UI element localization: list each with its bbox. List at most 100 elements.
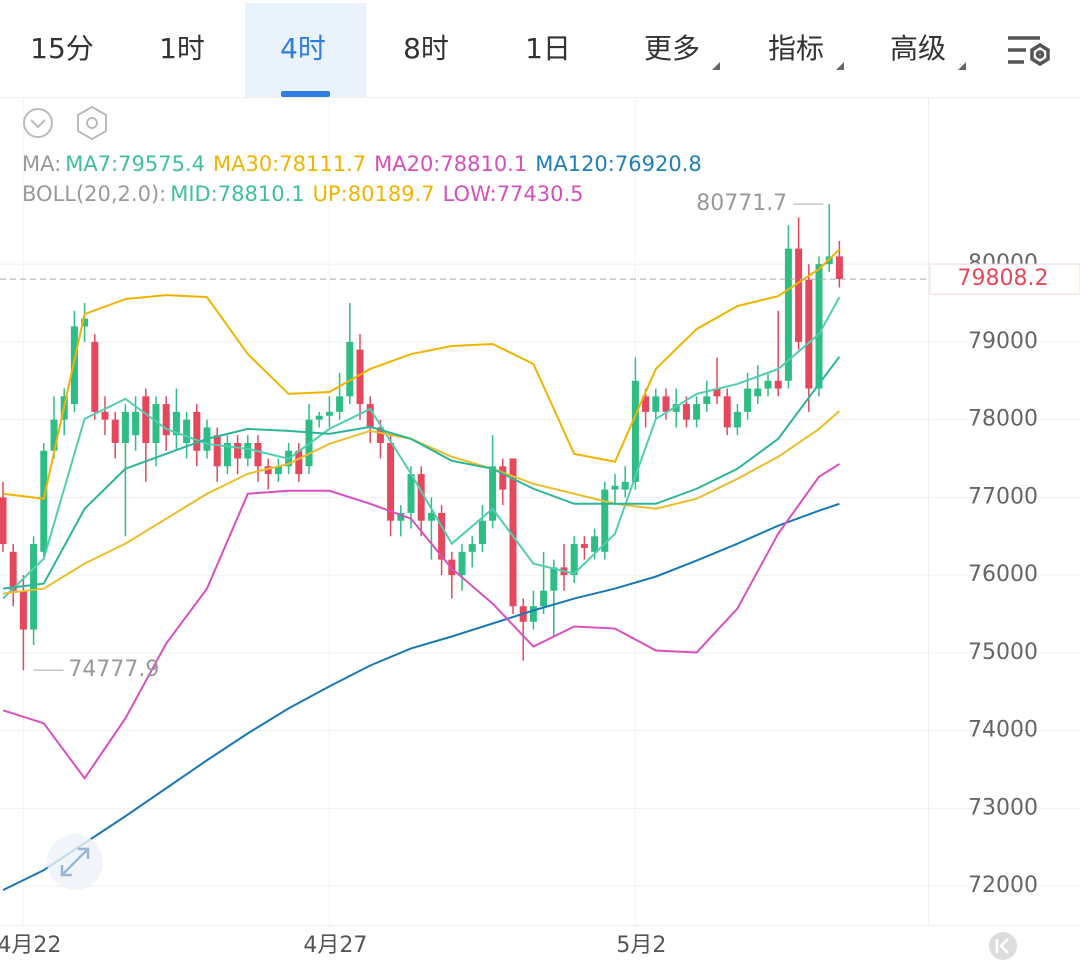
- candle-body: [30, 544, 38, 630]
- candle-body: [795, 248, 803, 342]
- dropdown-caret: [958, 62, 966, 70]
- candle-body: [223, 442, 231, 467]
- candle-body: [315, 415, 323, 420]
- candle-body: [142, 396, 150, 443]
- candle-body: [213, 435, 221, 467]
- y-tick-label: 78000: [968, 407, 1038, 432]
- candle-body: [805, 279, 813, 389]
- candle-body: [346, 341, 354, 397]
- tab-label[interactable]: 8时: [403, 32, 449, 65]
- candle-body: [662, 396, 670, 412]
- candle-body: [754, 388, 762, 397]
- candle-body: [132, 411, 140, 436]
- legend-name: MID:: [170, 182, 218, 206]
- candle-body: [570, 544, 578, 576]
- legend-value: 78810.1: [440, 152, 527, 176]
- candle-body: [19, 590, 27, 630]
- candle-body: [40, 450, 48, 552]
- y-tick-label: 72000: [968, 873, 1038, 898]
- settings-icon[interactable]: [1008, 36, 1050, 67]
- candle-body: [427, 512, 435, 521]
- candle-body: [723, 396, 731, 428]
- candle-body: [774, 380, 782, 389]
- legend-value: 80189.7: [348, 182, 435, 206]
- candle-body: [121, 411, 129, 443]
- candle-body: [70, 326, 78, 405]
- dropdown-caret: [712, 62, 720, 70]
- candle-body: [458, 551, 466, 576]
- candle-body: [336, 396, 344, 412]
- candle-body: [356, 349, 364, 405]
- x-tick-label: 5月2: [616, 933, 666, 958]
- y-tick-label: 76000: [968, 562, 1038, 587]
- collapse-icon[interactable]: [23, 108, 53, 138]
- y-tick-label: 79000: [968, 329, 1038, 354]
- candle-body: [183, 419, 191, 443]
- expand-icon[interactable]: [47, 834, 103, 890]
- indicator-line: [2, 296, 841, 600]
- candle-body: [101, 411, 109, 420]
- y-tick-label: 77000: [968, 484, 1038, 509]
- candle-body: [611, 485, 619, 490]
- candle-body: [682, 404, 690, 420]
- legend-value: 78111.7: [279, 152, 366, 176]
- legend-name: MA20:: [374, 152, 440, 176]
- candle-body: [376, 427, 384, 443]
- candle-body: [580, 544, 588, 548]
- candle-body: [234, 442, 242, 459]
- legend-value: 76920.8: [615, 152, 702, 176]
- candle-body: [540, 590, 548, 607]
- legend-title: BOLL(20,2.0):: [22, 182, 166, 206]
- candle-body: [295, 450, 303, 475]
- legend-title: MA:: [22, 152, 61, 176]
- tab-label[interactable]: 更多: [644, 32, 700, 65]
- tab-label[interactable]: 1时: [159, 32, 205, 65]
- y-tick-label: 74000: [968, 718, 1038, 743]
- settings-hex-icon[interactable]: [77, 105, 107, 141]
- candle-body: [193, 411, 201, 451]
- candle-body: [397, 512, 405, 521]
- indicator-line: [2, 410, 841, 595]
- candle-body: [509, 458, 517, 607]
- candle-body: [407, 474, 415, 513]
- candle-body: [631, 380, 639, 482]
- candle-body: [50, 419, 58, 451]
- x-tick-label: 4月27: [303, 933, 367, 958]
- plot-area: 72000 73000 74000 75000 76000 77000 78000 79000…: [0, 97, 1080, 958]
- candle-body: [244, 442, 252, 459]
- candle-body: [0, 497, 7, 545]
- tab-label[interactable]: 指标: [768, 32, 824, 65]
- tab-label[interactable]: 高级: [890, 32, 946, 65]
- candle-body: [703, 396, 711, 405]
- tab-label[interactable]: 15分: [30, 32, 94, 65]
- y-tick-label: 75000: [968, 640, 1038, 665]
- candle-body: [672, 404, 680, 412]
- candle-body: [499, 466, 507, 490]
- candle-body: [111, 419, 119, 443]
- candle-body: [601, 489, 609, 552]
- indicator-line: [2, 463, 840, 781]
- candle-body: [274, 466, 282, 475]
- legend-value: 79575.4: [118, 152, 205, 176]
- candle-body: [550, 567, 558, 591]
- candle-body: [713, 388, 721, 397]
- candle-body: [815, 264, 823, 389]
- candle-body: [478, 520, 486, 545]
- candle-body: [162, 404, 170, 436]
- candle-body: [784, 248, 792, 381]
- high-label: 80771.7: [696, 191, 787, 216]
- candle-body: [693, 404, 701, 420]
- tab-label[interactable]: 4时: [280, 32, 326, 65]
- legend-name: MA7:: [65, 152, 118, 176]
- candle-body: [591, 536, 599, 552]
- candle-body: [621, 481, 629, 490]
- candle-body: [81, 318, 89, 327]
- candle-body: [152, 404, 160, 443]
- scroll-end-icon[interactable]: [989, 932, 1017, 960]
- candle-body: [642, 396, 650, 412]
- candle-body: [529, 606, 537, 622]
- x-tick-label: 4月22: [0, 933, 61, 958]
- tab-label[interactable]: 1日: [525, 32, 571, 65]
